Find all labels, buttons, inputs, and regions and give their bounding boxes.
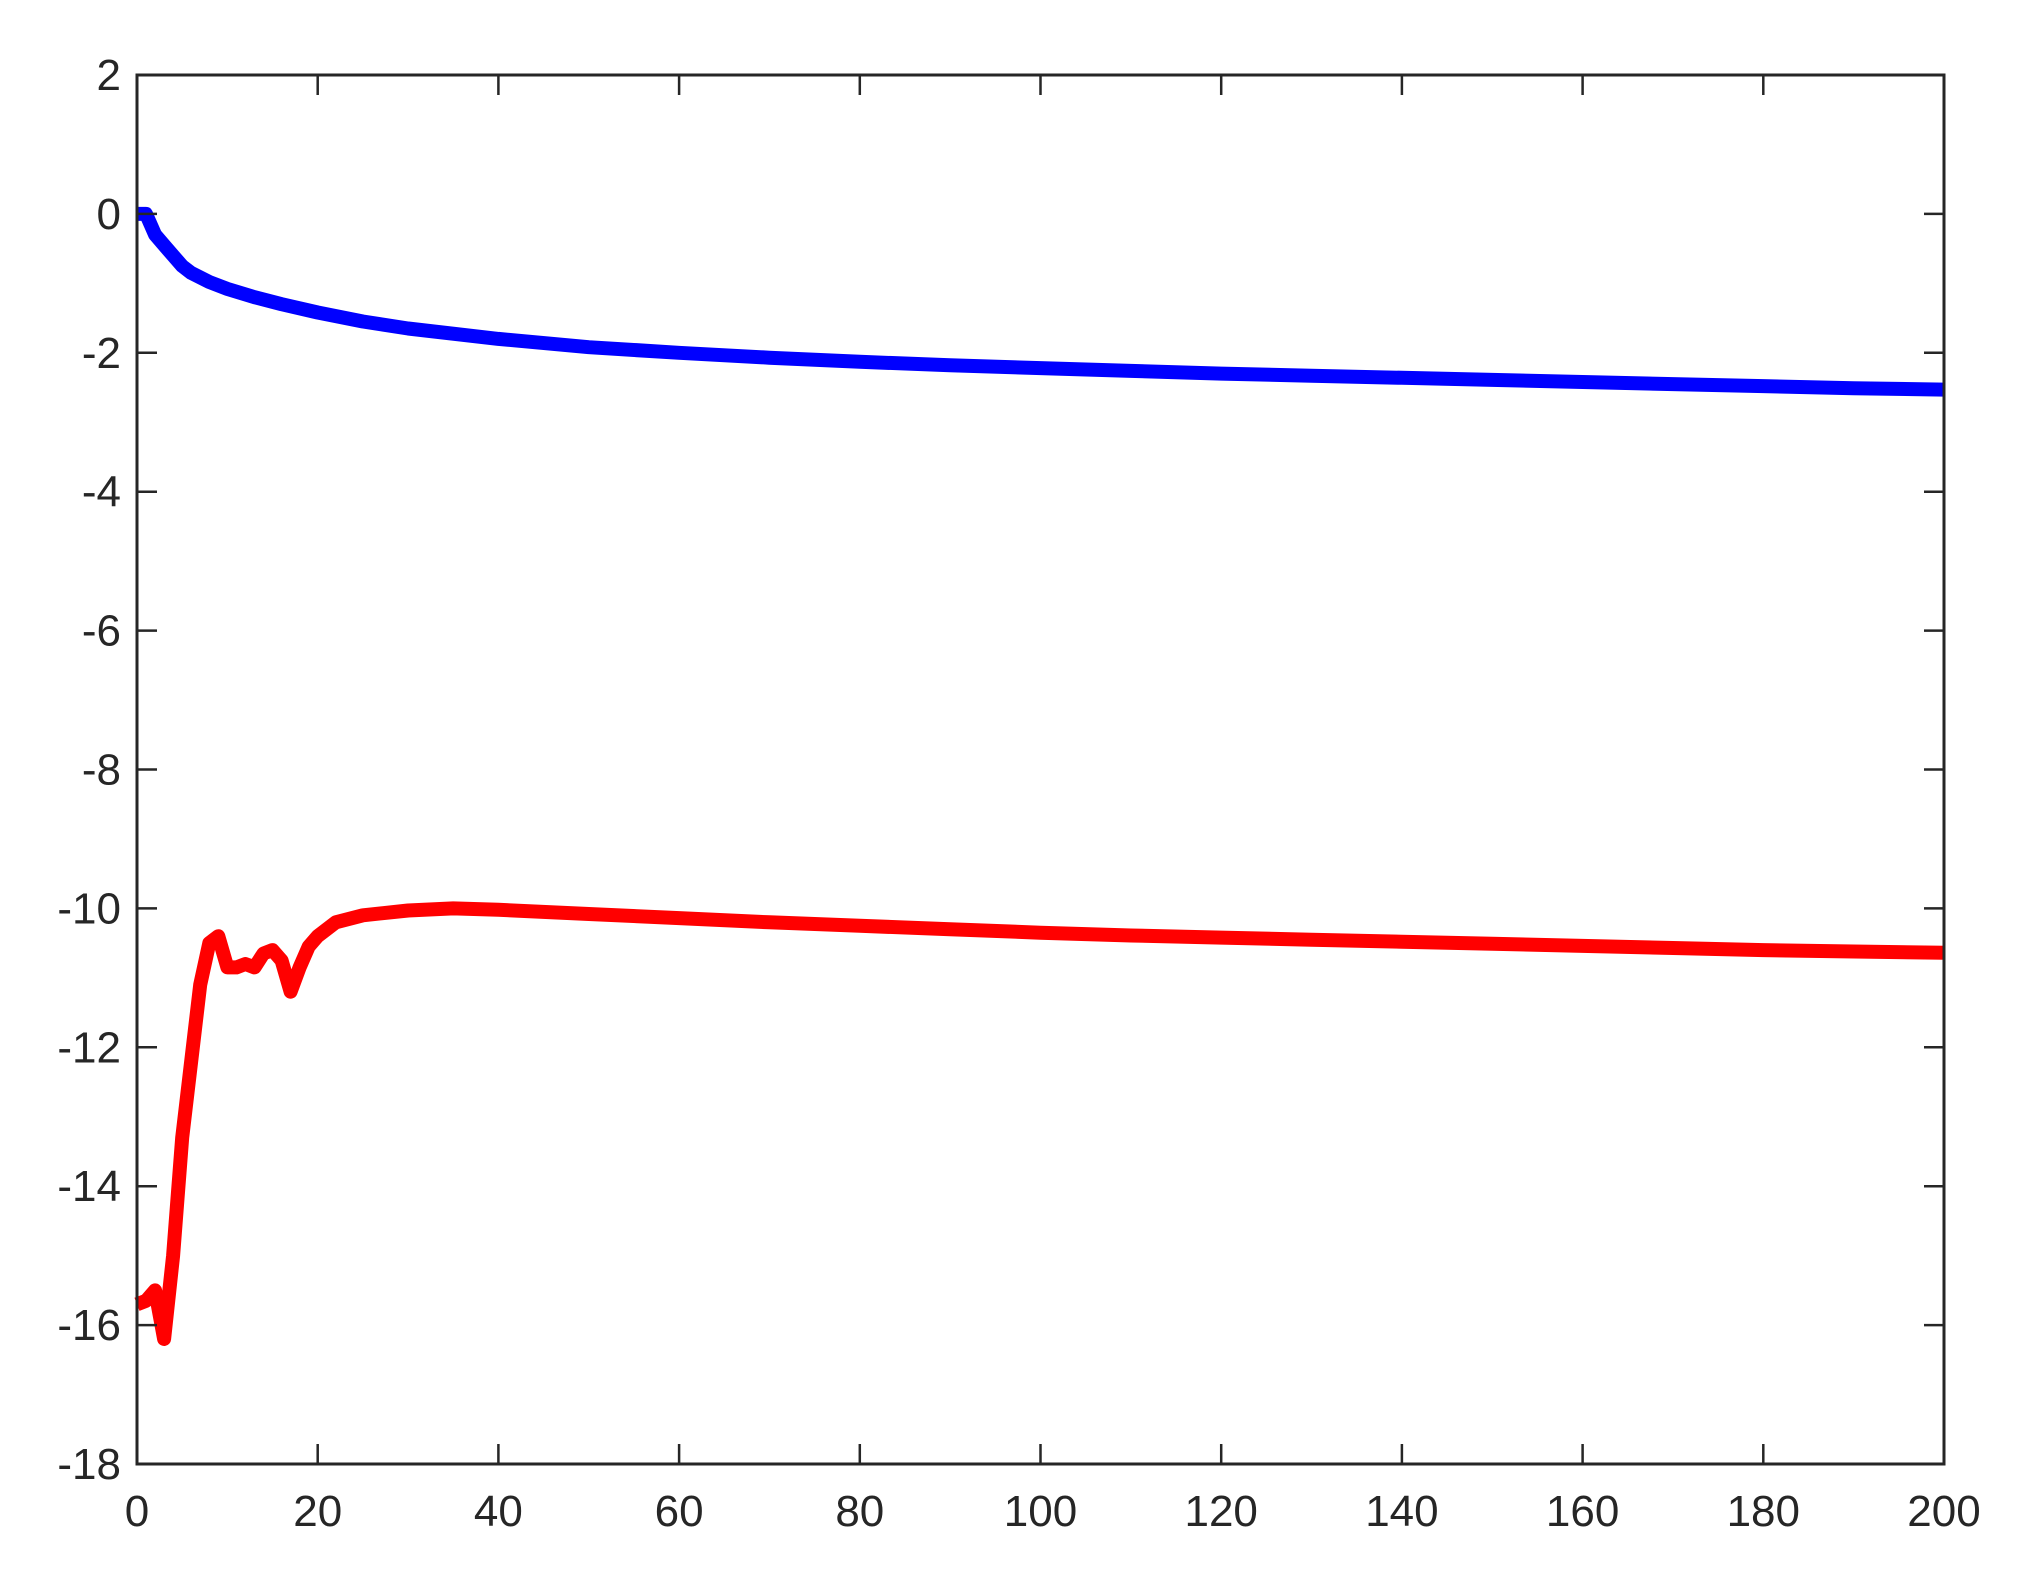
x-tick-label: 120 xyxy=(1184,1487,1257,1536)
y-tick-label: -4 xyxy=(82,468,121,517)
x-tick-label: 80 xyxy=(835,1487,884,1536)
y-tick-label: 2 xyxy=(97,51,121,100)
x-tick-label: 140 xyxy=(1365,1487,1438,1536)
y-tick-label: -18 xyxy=(57,1440,121,1489)
y-tick-label: -8 xyxy=(82,746,121,795)
series-line-1 xyxy=(137,206,1945,397)
x-tick-label: 180 xyxy=(1727,1487,1800,1536)
y-tick-label: -12 xyxy=(57,1023,121,1072)
x-tick-label: 20 xyxy=(293,1487,342,1536)
y-tick-label: -16 xyxy=(57,1301,121,1350)
series-line-2 xyxy=(134,901,1945,1346)
y-tick-label: -2 xyxy=(82,329,121,378)
x-tick-labels: 0 20 40 60 80 100 120 140 160 180 200 xyxy=(125,1487,1981,1536)
x-tick-label: 100 xyxy=(1004,1487,1077,1536)
y-tick-labels: 2 0 -2 -4 -6 -8 -10 -12 -14 -16 -18 xyxy=(57,51,121,1489)
x-tick-label: 160 xyxy=(1546,1487,1619,1536)
y-tick-label: 0 xyxy=(97,190,121,239)
x-tick-label: 60 xyxy=(655,1487,704,1536)
axes-frame xyxy=(135,73,1946,1466)
series-layer xyxy=(134,206,1945,1346)
y-tick-label: -6 xyxy=(82,607,121,656)
y-tick-label: -10 xyxy=(57,884,121,933)
x-tick-label: 200 xyxy=(1907,1487,1980,1536)
x-tick-label: 40 xyxy=(474,1487,523,1536)
x-tick-label: 0 xyxy=(125,1487,149,1536)
y-tick-label: -14 xyxy=(57,1162,121,1211)
